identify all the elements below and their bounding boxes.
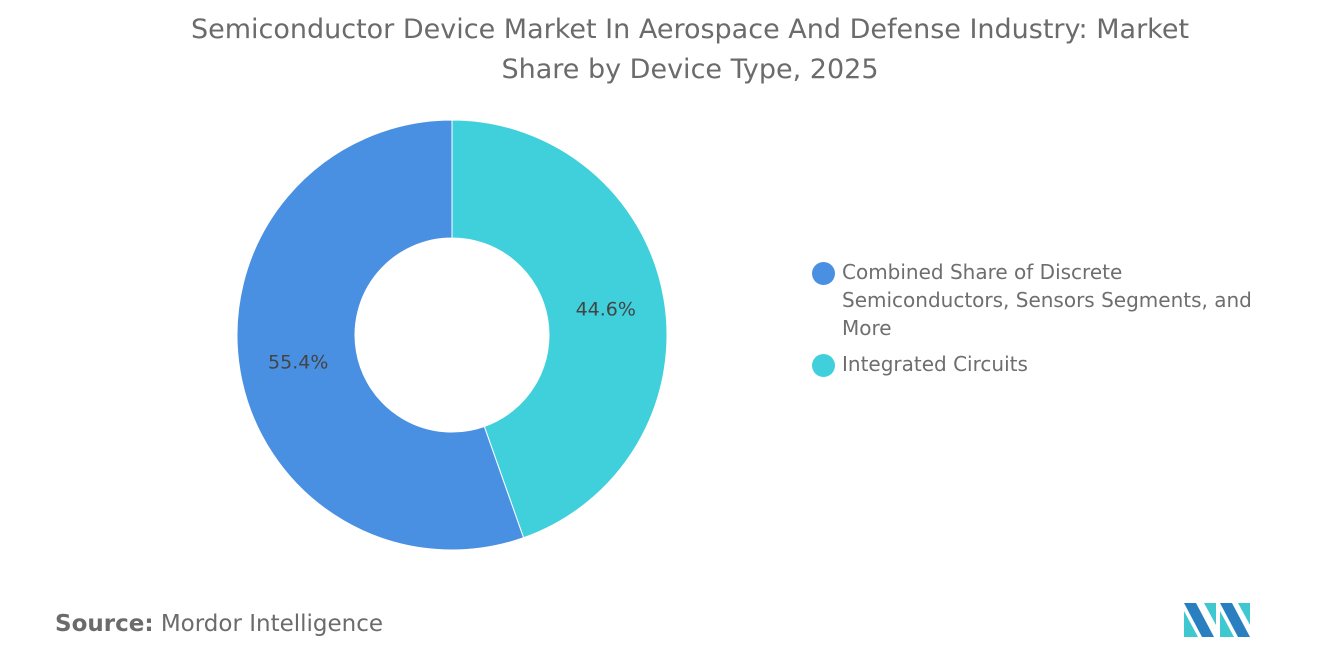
legend-swatch — [812, 354, 835, 377]
slice-combined-share — [236, 119, 525, 551]
source: Source: Mordor Intelligence — [55, 611, 383, 637]
source-value: Mordor Intelligence — [160, 611, 384, 637]
chart-title: Semiconductor Device Market In Aerospace… — [0, 10, 1320, 90]
data-label: 44.6% — [576, 299, 636, 321]
legend-swatch — [812, 262, 835, 285]
source-label: Source: — [55, 611, 154, 637]
legend: Combined Share of Discrete Semiconductor… — [812, 258, 1272, 386]
mordor-logo — [1184, 603, 1250, 637]
legend-item-combined: Combined Share of Discrete Semiconductor… — [812, 258, 1272, 342]
legend-item-integrated-circuits: Integrated Circuits — [812, 350, 1272, 378]
legend-label: Integrated Circuits — [842, 352, 1028, 376]
slice-integrated-circuits — [451, 119, 668, 539]
title-line-1: Semiconductor Device Market In Aerospace… — [190, 14, 1190, 45]
data-label: 55.4% — [268, 351, 328, 373]
legend-label: Combined Share of Discrete Semiconductor… — [842, 260, 1252, 340]
title-line-2: Share by Device Type, 2025 — [501, 54, 879, 85]
